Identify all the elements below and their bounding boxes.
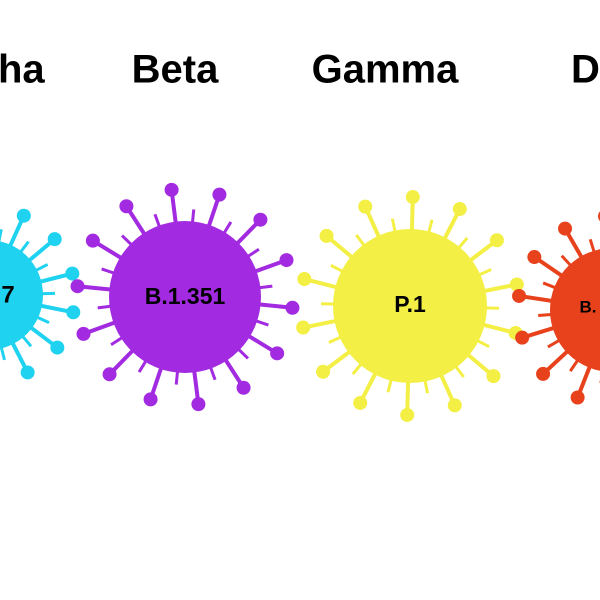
spike-knob — [405, 190, 420, 205]
spike-knob — [316, 364, 331, 379]
variant-name: D — [571, 48, 600, 92]
spike-knob — [297, 272, 312, 287]
spike-knob — [509, 277, 524, 292]
spike-knob — [164, 182, 179, 197]
spike-knob — [270, 346, 285, 361]
spike-knob — [66, 305, 81, 320]
lineage-label: B.1.351 — [145, 283, 226, 309]
spike-knob — [536, 366, 551, 381]
spike-knob — [236, 380, 251, 395]
spike-knob — [353, 395, 368, 410]
spike-knob — [253, 212, 268, 227]
lineage-label: P.1 — [394, 291, 426, 317]
spike-knob — [47, 232, 62, 247]
spike-knob — [285, 300, 300, 315]
spike-knob — [143, 392, 158, 407]
lineage-label: 7 — [1, 281, 14, 308]
spike-knob — [76, 326, 91, 341]
virus-body — [109, 221, 261, 373]
virus-body — [333, 229, 487, 383]
spike-knob — [296, 320, 311, 335]
short-spike — [0, 336, 6, 361]
spike-knob — [558, 221, 573, 236]
spike-knob — [515, 330, 530, 345]
spike-knob — [358, 199, 373, 214]
spike-knob — [319, 228, 334, 243]
spike-knob — [50, 340, 65, 355]
spike-knob — [212, 187, 227, 202]
variant-name: ha — [0, 48, 45, 92]
virus-body — [0, 241, 43, 349]
spike-knob — [527, 250, 542, 265]
variant-name: Beta — [132, 48, 219, 92]
spike-knob — [452, 202, 467, 217]
spike-knob — [570, 390, 585, 405]
spike-knob — [85, 233, 100, 248]
spike-knob — [65, 266, 80, 281]
spike-knob — [102, 367, 117, 382]
spike-knob — [447, 398, 462, 413]
spike-knob — [489, 233, 504, 248]
variant-name: Gamma — [312, 48, 459, 92]
spike-knob — [400, 407, 415, 422]
spike-knob — [279, 253, 294, 268]
lineage-label: B. — [580, 297, 597, 316]
spike-knob — [512, 288, 527, 303]
virus-body — [550, 249, 600, 371]
spike-knob — [191, 397, 206, 412]
spike-knob — [486, 369, 501, 384]
spike-knob — [20, 365, 35, 380]
spike-knob — [119, 199, 134, 214]
spike-knob — [16, 208, 31, 223]
spike-knob — [70, 279, 85, 294]
viruses — [0, 182, 600, 422]
